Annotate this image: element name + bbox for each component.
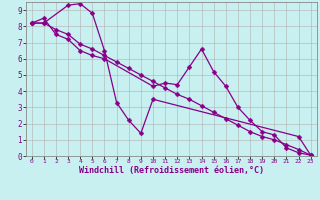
X-axis label: Windchill (Refroidissement éolien,°C): Windchill (Refroidissement éolien,°C) (79, 166, 264, 175)
